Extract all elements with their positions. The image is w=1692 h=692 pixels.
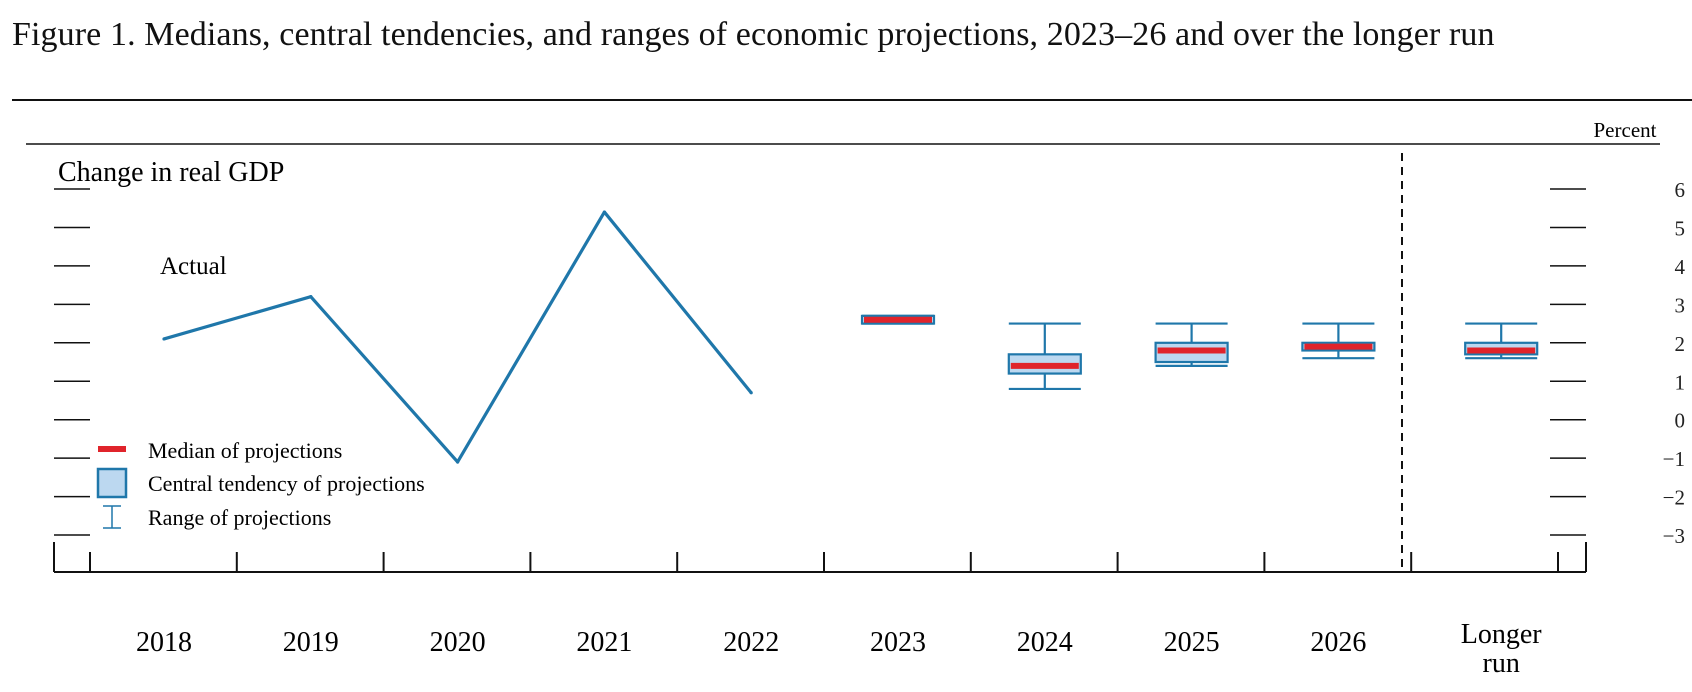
actual-point <box>309 295 313 299</box>
unit-label: Percent <box>1594 118 1657 142</box>
actual-point <box>602 210 607 214</box>
x-tick-label: 2020 <box>430 627 486 658</box>
x-tick-label: 2025 <box>1164 627 1220 658</box>
y-tick-label: 1 <box>1675 370 1686 394</box>
y-tick-label: 3 <box>1675 293 1686 317</box>
actual-series-label: Actual <box>160 253 227 280</box>
panel-title: Change in real GDP <box>58 157 284 188</box>
y-tick-label: −3 <box>1663 524 1685 548</box>
legend-range-label: Range of projections <box>148 505 331 530</box>
y-ticks: 6 5 4 3 2 1 0 −1 −2 −3 <box>54 178 1686 548</box>
x-tick-label: 2023 <box>870 627 926 658</box>
x-tick-label: run <box>1483 648 1520 679</box>
y-tick-label: 0 <box>1675 409 1686 433</box>
x-tick-label: 2022 <box>723 627 779 658</box>
projection-2026 <box>1301 322 1376 360</box>
projection-2023 <box>860 314 936 325</box>
y-tick-label: 2 <box>1675 332 1686 356</box>
legend-central-tendency-label: Central tendency of projections <box>148 471 425 496</box>
actual-point <box>162 337 166 341</box>
legend-central-tendency-swatch <box>96 467 128 499</box>
x-tick-label: Longer <box>1461 619 1543 650</box>
projection-2025 <box>1154 322 1229 367</box>
actual-point <box>456 460 460 464</box>
actual-series <box>162 210 753 464</box>
y-tick-label: 6 <box>1675 178 1686 202</box>
legend: Median of projections Central tendency o… <box>96 438 425 530</box>
y-tick-label: 5 <box>1675 216 1686 240</box>
x-tick-label: 2019 <box>283 627 339 658</box>
projections <box>860 314 1539 391</box>
actual-line <box>163 210 753 464</box>
y-tick-label: 4 <box>1675 255 1686 279</box>
x-tick-label: 2021 <box>576 627 632 658</box>
projection-longer-run <box>1464 322 1539 360</box>
actual-point <box>749 391 753 395</box>
figure-title: Figure 1. Medians, central tendencies, a… <box>12 16 1495 53</box>
x-axis: 2018 2019 2020 2021 2022 2023 2024 2025 2026 Long… <box>53 542 1587 679</box>
x-tick-label: 2018 <box>136 627 192 658</box>
x-tick-label: 2026 <box>1310 627 1366 658</box>
legend-median-label: Median of projections <box>148 438 342 463</box>
legend-range-swatch <box>103 505 121 529</box>
y-tick-label: −2 <box>1663 486 1685 510</box>
x-tick-label: 2024 <box>1017 627 1073 658</box>
y-tick-label: −1 <box>1663 447 1685 471</box>
projection-2024 <box>1007 322 1082 391</box>
